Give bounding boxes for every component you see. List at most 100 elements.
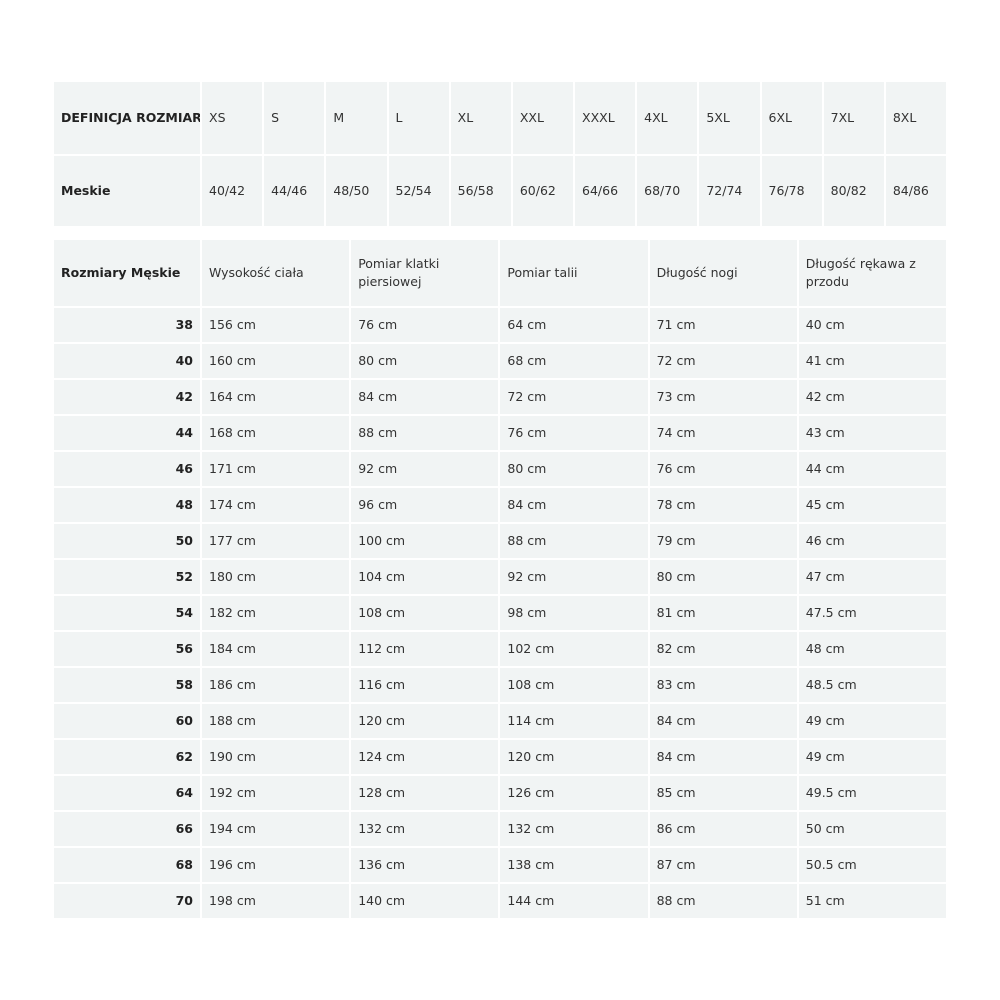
- size-number: 68: [54, 848, 200, 882]
- measurement-value: 128 cm: [351, 776, 499, 810]
- measurement-value: 168 cm: [202, 416, 350, 450]
- measurement-value: 164 cm: [202, 380, 350, 414]
- measurement-value: 50.5 cm: [798, 848, 946, 882]
- size-number: 66: [54, 812, 200, 846]
- measurement-value: 49 cm: [798, 704, 946, 738]
- measurement-value: 68 cm: [500, 344, 648, 378]
- measurement-value: 100 cm: [351, 524, 499, 558]
- size-value: 40/42: [202, 156, 263, 226]
- measurement-value: 96 cm: [351, 488, 499, 522]
- measurement-value: 73 cm: [649, 380, 797, 414]
- size-label: 4XL: [637, 82, 698, 154]
- measurement-value: 132 cm: [500, 812, 648, 846]
- size-number: 40: [54, 344, 200, 378]
- size-label: M: [326, 82, 387, 154]
- measurement-value: 44 cm: [798, 452, 946, 486]
- measurement-value: 80 cm: [351, 344, 499, 378]
- size-number: 46: [54, 452, 200, 486]
- measurement-value: 108 cm: [351, 596, 499, 630]
- size-value: 48/50: [326, 156, 387, 226]
- measurement-value: 160 cm: [202, 344, 350, 378]
- measurement-value: 49.5 cm: [798, 776, 946, 810]
- size-label: XXXL: [575, 82, 636, 154]
- measurement-value: 80 cm: [500, 452, 648, 486]
- measurement-value: 84 cm: [649, 740, 797, 774]
- measurement-value: 48.5 cm: [798, 668, 946, 702]
- measurement-value: 72 cm: [649, 344, 797, 378]
- measurements-table: Rozmiary Męskie Wysokość ciała Pomiar klat…: [54, 240, 946, 918]
- column-header: Rozmiary Męskie: [54, 240, 200, 306]
- size-label: XS: [202, 82, 263, 154]
- measurement-value: 174 cm: [202, 488, 350, 522]
- measurement-value: 140 cm: [351, 884, 499, 918]
- measurement-value: 76 cm: [649, 452, 797, 486]
- measurement-value: 102 cm: [500, 632, 648, 666]
- measurement-value: 116 cm: [351, 668, 499, 702]
- measurement-value: 50 cm: [798, 812, 946, 846]
- measurement-value: 83 cm: [649, 668, 797, 702]
- measurement-value: 120 cm: [500, 740, 648, 774]
- measurement-value: 72 cm: [500, 380, 648, 414]
- measurement-value: 85 cm: [649, 776, 797, 810]
- size-value: 68/70: [637, 156, 698, 226]
- size-value: 60/62: [512, 156, 573, 226]
- measurement-value: 76 cm: [351, 308, 499, 342]
- measurement-value: 84 cm: [649, 704, 797, 738]
- measurement-value: 41 cm: [798, 344, 946, 378]
- size-label: XXL: [512, 82, 573, 154]
- measurement-value: 98 cm: [500, 596, 648, 630]
- measurement-value: 76 cm: [500, 416, 648, 450]
- measurement-value: 71 cm: [649, 308, 797, 342]
- size-number: 38: [54, 308, 200, 342]
- measurement-value: 49 cm: [798, 740, 946, 774]
- measurement-value: 136 cm: [351, 848, 499, 882]
- measurement-value: 88 cm: [649, 884, 797, 918]
- size-label: 8XL: [885, 82, 946, 154]
- size-label: XL: [450, 82, 511, 154]
- measurement-value: 92 cm: [351, 452, 499, 486]
- column-header: Długość rękawa z przodu: [798, 240, 946, 306]
- size-definition-header: DEFINICJA ROZMIARU: [54, 82, 200, 154]
- measurement-value: 80 cm: [649, 560, 797, 594]
- measurement-value: 47 cm: [798, 560, 946, 594]
- measurement-value: 78 cm: [649, 488, 797, 522]
- measurement-value: 48 cm: [798, 632, 946, 666]
- size-label: S: [264, 82, 325, 154]
- measurement-value: 40 cm: [798, 308, 946, 342]
- measurement-value: 144 cm: [500, 884, 648, 918]
- measurement-value: 86 cm: [649, 812, 797, 846]
- measurement-value: 108 cm: [500, 668, 648, 702]
- measurement-value: 43 cm: [798, 416, 946, 450]
- column-header: Pomiar klatki piersiowej: [351, 240, 499, 306]
- size-number: 58: [54, 668, 200, 702]
- measurement-value: 186 cm: [202, 668, 350, 702]
- measurement-value: 156 cm: [202, 308, 350, 342]
- size-value: 76/78: [761, 156, 822, 226]
- measurement-value: 126 cm: [500, 776, 648, 810]
- measurement-value: 132 cm: [351, 812, 499, 846]
- measurement-value: 46 cm: [798, 524, 946, 558]
- size-value: 64/66: [575, 156, 636, 226]
- size-label: 5XL: [699, 82, 760, 154]
- size-number: 42: [54, 380, 200, 414]
- size-number: 52: [54, 560, 200, 594]
- measurement-value: 182 cm: [202, 596, 350, 630]
- measurement-value: 42 cm: [798, 380, 946, 414]
- size-number: 48: [54, 488, 200, 522]
- measurement-value: 190 cm: [202, 740, 350, 774]
- measurement-value: 79 cm: [649, 524, 797, 558]
- size-value: 80/82: [823, 156, 884, 226]
- measurement-value: 45 cm: [798, 488, 946, 522]
- measurement-value: 177 cm: [202, 524, 350, 558]
- measurement-value: 47.5 cm: [798, 596, 946, 630]
- measurement-value: 120 cm: [351, 704, 499, 738]
- size-number: 62: [54, 740, 200, 774]
- size-value: 44/46: [264, 156, 325, 226]
- measurement-value: 171 cm: [202, 452, 350, 486]
- column-header: Pomiar talii: [500, 240, 648, 306]
- column-header: Wysokość ciała: [202, 240, 350, 306]
- size-definition-table: DEFINICJA ROZMIARU XS S M L XL XXL XXXL 4XL 5XL 6X…: [54, 82, 946, 226]
- measurement-value: 82 cm: [649, 632, 797, 666]
- measurement-value: 88 cm: [351, 416, 499, 450]
- measurement-value: 87 cm: [649, 848, 797, 882]
